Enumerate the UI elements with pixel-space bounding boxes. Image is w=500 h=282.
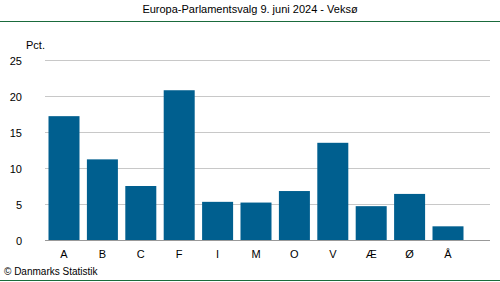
chart: Europa-Parlamentsvalg 9. juni 2024 - Vek… xyxy=(0,0,500,282)
x-tick-label: V xyxy=(329,248,337,260)
x-tick-label: B xyxy=(99,248,106,260)
bar xyxy=(87,159,118,240)
bar xyxy=(49,116,80,240)
bar xyxy=(356,206,387,240)
grid-line xyxy=(45,240,490,241)
x-tick-label: M xyxy=(251,248,260,260)
x-tick-label: Å xyxy=(444,248,452,260)
bar xyxy=(241,203,272,240)
bar xyxy=(202,202,233,240)
x-tick-label: Ø xyxy=(405,248,414,260)
grid-line xyxy=(45,96,490,97)
x-tick-label: A xyxy=(60,248,68,260)
y-label: Pct. xyxy=(26,39,45,51)
y-tick-label: 25 xyxy=(10,55,22,67)
x-tick-label: Æ xyxy=(366,248,377,260)
y-tick-label: 0 xyxy=(16,235,22,247)
x-tick-label: O xyxy=(290,248,299,260)
source: © Danmarks Statistik xyxy=(4,266,99,277)
bottom-rule xyxy=(0,280,500,281)
y-tick-label: 10 xyxy=(10,163,22,175)
grid-line xyxy=(45,60,490,61)
bar xyxy=(125,186,156,240)
x-tick-label: C xyxy=(137,248,145,260)
grid-line xyxy=(45,132,490,133)
title: Europa-Parlamentsvalg 9. juni 2024 - Vek… xyxy=(142,3,358,15)
x-tick-label: F xyxy=(176,248,183,260)
bar xyxy=(164,90,195,240)
y-tick-label: 15 xyxy=(10,127,22,139)
x-tick-label: I xyxy=(216,248,219,260)
y-tick-label: 20 xyxy=(10,91,22,103)
top-rule xyxy=(0,21,500,22)
bars xyxy=(49,90,464,240)
bar xyxy=(279,191,310,240)
y-tick-label: 5 xyxy=(16,199,22,211)
bar xyxy=(433,226,464,240)
bar xyxy=(317,143,348,240)
bar xyxy=(394,194,425,240)
